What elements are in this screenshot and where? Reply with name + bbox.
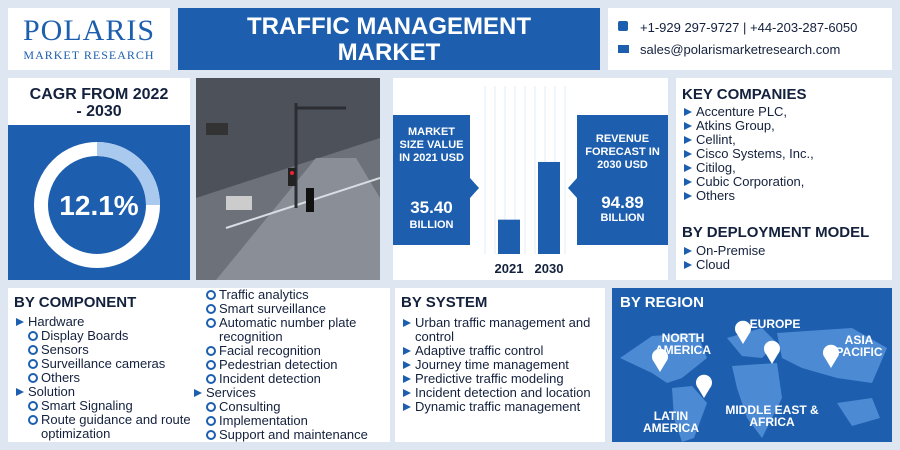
component-item: Incident detection — [192, 372, 390, 386]
company-item: Cisco Systems, Inc., — [682, 147, 890, 161]
component-group: Hardware — [14, 315, 199, 329]
mail-icon — [618, 45, 629, 53]
logo: POLARIS — [22, 14, 156, 47]
phone: +1-929 297-9727 | +44-203-287-6050 — [640, 20, 858, 35]
ring-arc — [96, 142, 160, 206]
component-group: Solution — [14, 385, 199, 399]
system-title: BY SYSTEM — [401, 294, 488, 311]
system-item: Adaptive traffic control — [401, 344, 605, 358]
region-label: NORTH AMERICA — [655, 331, 711, 357]
component-group: Services — [192, 386, 390, 400]
component-item: Smart surveillance — [192, 302, 390, 316]
callout-value: 35.40 — [410, 198, 453, 217]
cagr-ring — [34, 142, 160, 268]
component-list: Hardware Display Boards Sensors Surveillanc… — [14, 315, 199, 441]
component-item: Surveillance cameras — [14, 357, 199, 371]
year-label: 2021 — [495, 261, 524, 276]
cagr-body: 12.1% — [8, 125, 190, 280]
companies-panel: KEY COMPANIES Accenture PLC, Atkins Group… — [676, 78, 892, 280]
component-item: Automatic number plate recognition — [192, 316, 390, 344]
component-list: Traffic analytics Smart surveillance Autom… — [192, 288, 390, 442]
component-item: Display Boards — [14, 329, 199, 343]
company-item: Others — [682, 189, 890, 203]
bar — [538, 161, 560, 254]
deployment-item: Cloud — [682, 258, 890, 272]
cagr-label: CAGR FROM 2022 - 2030 — [29, 86, 169, 120]
system-item: Incident detection and location — [401, 386, 605, 400]
region-panel: BY REGION NORTH AMERICA EUROPE ASIA PACI… — [612, 288, 892, 442]
cagr-panel: CAGR FROM 2022 - 2030 12.1% — [8, 78, 190, 280]
callout-pointer — [568, 178, 577, 198]
bar — [498, 219, 520, 254]
component-item: Others — [14, 371, 199, 385]
decor-grid — [484, 86, 566, 254]
callout-pointer — [470, 178, 479, 198]
company-item: Cellint, — [682, 133, 890, 147]
market-chart: 2021 2030 — [393, 86, 668, 276]
region-label: EUROPE — [749, 317, 801, 331]
company-item: Cubic Corporation, — [682, 175, 890, 189]
callout-value: 94.89 — [601, 193, 644, 212]
component-item: Support and maintenance — [192, 428, 390, 442]
component-item: Route guidance and route optimization — [14, 413, 199, 441]
company-item: Atkins Group, — [682, 119, 890, 133]
companies-title: KEY COMPANIES — [682, 86, 807, 103]
cagr-value: 12.1% — [59, 190, 139, 221]
system-item: Predictive traffic modeling — [401, 372, 605, 386]
deployment-title: BY DEPLOYMENT MODEL — [682, 224, 870, 241]
pins — [652, 320, 839, 398]
region-label: LATIN AMERICA — [643, 409, 699, 435]
component-panel: BY COMPONENT Hardware Display Boards Senso… — [8, 288, 390, 442]
photo — [196, 78, 381, 280]
deployment-list: On-Premise Cloud — [682, 244, 890, 272]
component-item: Sensors — [14, 343, 199, 357]
component-item: Implementation — [192, 414, 390, 428]
photo-art — [196, 103, 381, 280]
contact-box: +1-929 297-9727 | +44-203-287-6050 sales… — [608, 8, 892, 70]
callout-left — [393, 115, 470, 245]
callout-caption: REVENUE FORECAST IN 2030 USD — [585, 133, 660, 171]
email: sales@polarismarketresearch.com — [640, 42, 841, 57]
region-label: MIDDLE EAST & AFRICA — [725, 403, 819, 429]
component-title: BY COMPONENT — [14, 294, 137, 311]
component-item: Pedestrian detection — [192, 358, 390, 372]
deployment-item: On-Premise — [682, 244, 890, 258]
callout-unit: BILLION — [409, 219, 454, 231]
company-item: Citilog, — [682, 161, 890, 175]
logo-box: POLARIS MARKET RESEARCH — [8, 8, 170, 70]
component-item: Smart Signaling — [14, 399, 199, 413]
market-panel: 2021 2030 MARKET SIZE VALUE IN 2021 USD 3… — [393, 78, 668, 280]
world-map — [620, 320, 887, 442]
system-list: Urban traffic management and control Adap… — [401, 316, 605, 414]
system-item: Dynamic traffic management — [401, 400, 605, 414]
callout-caption: MARKET SIZE VALUE IN 2021 USD — [399, 126, 464, 164]
year-label: 2030 — [535, 261, 564, 276]
company-item: Accenture PLC, — [682, 105, 890, 119]
component-item: Traffic analytics — [192, 288, 390, 302]
component-item: Consulting — [192, 400, 390, 414]
logo-tagline: MARKET RESEARCH — [23, 48, 155, 62]
callout-unit: BILLION — [600, 212, 645, 224]
system-panel: BY SYSTEM Urban traffic management and c… — [395, 288, 605, 442]
component-item: Facial recognition — [192, 344, 390, 358]
title: TRAFFIC MANAGEMENT MARKET — [247, 13, 531, 66]
region-title: BY REGION — [620, 294, 704, 311]
system-item: Urban traffic management and control — [401, 316, 605, 344]
phone-icon — [618, 21, 628, 31]
companies-list: Accenture PLC, Atkins Group, Cellint, Cisco… — [682, 105, 890, 203]
callout-right — [577, 115, 668, 245]
system-item: Journey time management — [401, 358, 605, 372]
title-box: TRAFFIC MANAGEMENT MARKET — [178, 8, 600, 70]
region-label: ASIA PACIFIC — [835, 333, 883, 359]
